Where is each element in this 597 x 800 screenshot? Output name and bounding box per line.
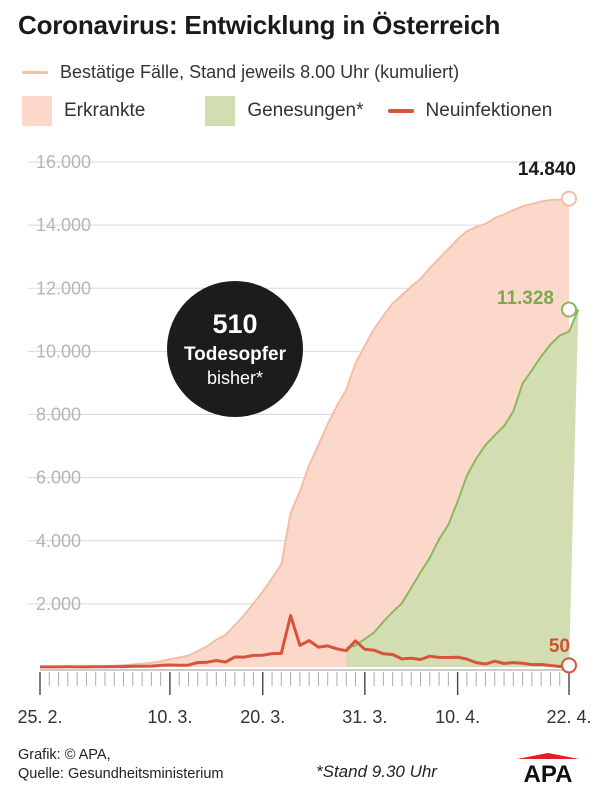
footer-credits: Grafik: © APA, Quelle: Gesundheitsminist… — [18, 746, 224, 784]
apa-logo: APA — [517, 753, 579, 783]
y-tick-label: 4.000 — [36, 531, 81, 551]
legend-new-swatch — [387, 109, 414, 113]
end-markers — [561, 190, 577, 674]
chart-title: Coronavirus: Entwicklung in Österreich — [18, 10, 501, 40]
legend-confirmed: Bestätige Fälle, Stand jeweils 8.00 Uhr … — [22, 62, 459, 83]
footer-note: *Stand 9.30 Uhr — [316, 762, 437, 781]
y-tick-label: 14.000 — [36, 215, 91, 235]
y-axis-labels: 2.000 4.000 6.000 8.000 10.000 12.000 14.000 16… — [36, 152, 91, 614]
new-end-label: 50 — [549, 636, 570, 657]
death-count: 510 — [212, 309, 257, 339]
legend-recovered-swatch — [205, 96, 236, 126]
legend-sick-swatch — [22, 96, 52, 126]
recovered-end-label: 11.328 — [497, 288, 554, 309]
x-tick-label: 10. 3. — [147, 707, 192, 727]
new-end-marker — [561, 657, 577, 674]
legend-sick-label: Erkrankte — [64, 100, 146, 121]
apa-logo-text: APA — [524, 761, 573, 783]
y-tick-label: 2.000 — [36, 594, 81, 614]
apa-logo-triangle — [517, 753, 579, 759]
new-infections-line — [40, 614, 570, 669]
y-tick-label: 6.000 — [36, 468, 81, 488]
legend-new-label: Neuinfektionen — [425, 100, 553, 121]
death-badge-circle — [167, 281, 303, 417]
death-label: Todesopfer — [184, 344, 287, 365]
legend-row: Erkrankte Genesungen* Neuinfektionen — [22, 96, 572, 126]
legend-recovered: Genesungen* — [205, 96, 364, 126]
recovered-line — [346, 309, 580, 650]
death-badge: 510 Todesopfer bisher* — [167, 281, 303, 417]
x-tick-label: 31. 3. — [342, 707, 387, 727]
legend-new: Neuinfektionen — [387, 100, 553, 122]
confirmed-end-label: 14.840 — [518, 159, 576, 180]
y-tick-label: 8.000 — [36, 405, 81, 425]
footer-source: Quelle: Gesundheitsministerium — [18, 766, 224, 782]
confirmed-end-marker — [561, 190, 577, 207]
death-sub: bisher* — [207, 368, 263, 388]
x-tick-label: 20. 3. — [240, 707, 285, 727]
x-tick-label: 22. 4. — [546, 707, 591, 727]
x-axis: 25. 2. 10. 3. 20. 3. 31. 3. 10. 4. 22. 4. — [17, 669, 592, 727]
y-tick-label: 12.000 — [36, 278, 91, 298]
x-tick-label: 25. 2. — [17, 707, 62, 727]
legend-recovered-label: Genesungen* — [247, 100, 364, 121]
recovered-end-marker — [561, 301, 577, 318]
y-tick-label: 16.000 — [36, 152, 91, 172]
legend-sick: Erkrankte — [22, 96, 145, 126]
legend-confirmed-swatch — [22, 71, 48, 74]
footer-credit: Grafik: © APA, — [18, 747, 111, 763]
legend-confirmed-label: Bestätige Fälle, Stand jeweils 8.00 Uhr … — [60, 62, 460, 82]
x-tick-label: 10. 4. — [435, 707, 480, 727]
y-tick-label: 10.000 — [36, 341, 91, 361]
recovered-area — [346, 309, 579, 667]
